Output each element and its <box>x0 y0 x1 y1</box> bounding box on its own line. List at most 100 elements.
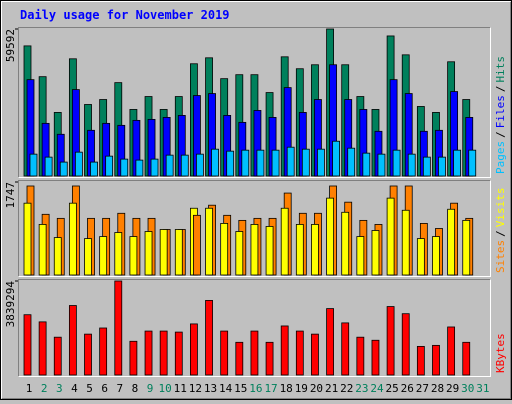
bar <box>99 236 108 276</box>
bar <box>144 231 153 276</box>
bar <box>447 326 456 376</box>
x-tick-label: 29 <box>446 382 459 395</box>
bar <box>371 339 380 376</box>
bar <box>347 147 356 177</box>
bar <box>311 224 319 276</box>
bar <box>326 308 334 376</box>
bar <box>53 237 62 276</box>
y-tick-label: 1747 <box>4 182 17 209</box>
bar <box>416 345 425 376</box>
bar <box>38 224 47 276</box>
bar <box>432 236 440 276</box>
panel-bevel <box>18 180 491 277</box>
bar <box>205 207 213 276</box>
x-tick-label: 21 <box>325 382 338 395</box>
legend-entry: KBytes <box>494 333 507 373</box>
x-tick-label: 30 <box>461 382 474 395</box>
legend-entry: Sites <box>494 240 507 273</box>
x-tick-label: 16 <box>249 382 262 395</box>
x-tick-label: 14 <box>219 382 233 395</box>
bar <box>356 236 365 276</box>
x-tick-label: 9 <box>147 382 154 395</box>
legend-entry: Pages <box>494 141 507 174</box>
x-tick-label: 23 <box>355 382 368 395</box>
x-tick-label: 6 <box>101 382 108 395</box>
bar <box>105 155 114 177</box>
x-tick-label: 11 <box>174 382 187 395</box>
x-tick-label: 13 <box>204 382 217 395</box>
bar <box>90 161 98 177</box>
bar <box>235 341 244 376</box>
bar <box>129 340 138 376</box>
bar <box>438 156 446 177</box>
chart-title: Daily usage for November 2019 <box>20 8 230 22</box>
x-tick-label: 24 <box>370 382 384 395</box>
x-tick-label: 31 <box>476 382 489 395</box>
bar <box>362 152 371 177</box>
bar <box>220 330 229 376</box>
bar <box>311 333 319 376</box>
y-tick-label: 59592 <box>4 29 17 62</box>
bar <box>159 330 168 376</box>
panel-bevel <box>18 279 491 377</box>
bar <box>59 161 68 177</box>
bar <box>84 333 92 376</box>
legend-separator: / <box>494 131 507 138</box>
bar <box>341 211 350 276</box>
bar <box>114 280 123 376</box>
bar <box>332 140 340 177</box>
bar <box>174 331 183 376</box>
legend: Pages / Files / Hits <box>494 56 507 174</box>
bar <box>356 336 365 376</box>
x-tick-label: 28 <box>431 382 444 395</box>
bar <box>190 323 198 376</box>
x-tick-label: 20 <box>310 382 323 395</box>
legend-entry: Hits <box>494 56 507 83</box>
bar <box>453 149 462 177</box>
x-tick-label: 1 <box>26 382 33 395</box>
bar <box>250 330 259 376</box>
bar <box>462 341 471 376</box>
x-tick-label: 26 <box>401 382 414 395</box>
x-tick-label: 3 <box>56 382 63 395</box>
bar <box>377 153 386 177</box>
y-tick-label: 3839294 <box>4 281 17 328</box>
x-tick-label: 12 <box>189 382 202 395</box>
bar <box>129 236 138 276</box>
bar <box>38 321 47 376</box>
bar <box>447 208 456 276</box>
x-tick-label: 19 <box>295 382 308 395</box>
bar <box>295 330 304 376</box>
panel-bevel <box>18 27 491 178</box>
bar <box>256 149 265 177</box>
bar <box>226 150 235 177</box>
bar <box>392 149 401 177</box>
bar <box>44 156 53 177</box>
bar <box>174 229 183 276</box>
bar <box>53 336 62 376</box>
bar <box>29 153 38 177</box>
x-tick-label: 10 <box>159 382 172 395</box>
bevel <box>2 2 511 399</box>
x-tick-label: 2 <box>41 382 48 395</box>
bar <box>23 202 32 276</box>
legend-separator: / <box>494 86 507 93</box>
bar <box>135 159 144 177</box>
legend-entry: Visits <box>494 188 507 228</box>
bar <box>326 197 334 276</box>
bar <box>401 209 410 276</box>
bar <box>271 149 280 177</box>
bar <box>341 322 350 376</box>
bar <box>265 226 274 276</box>
legend-entry: Files <box>494 95 507 128</box>
bar <box>401 313 410 376</box>
bar <box>432 344 440 376</box>
bar <box>74 151 83 177</box>
x-tick-label: 17 <box>264 382 277 395</box>
bar <box>193 214 201 276</box>
bar <box>165 154 174 177</box>
x-tick-label: 7 <box>116 382 123 395</box>
bar <box>371 230 380 276</box>
x-tick-label: 5 <box>86 382 93 395</box>
